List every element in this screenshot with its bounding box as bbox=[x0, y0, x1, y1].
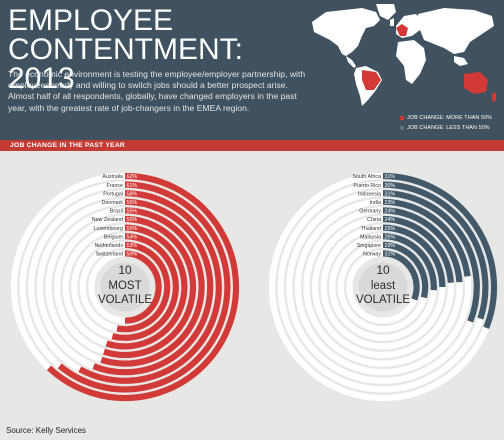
chart-title-line: least bbox=[371, 280, 396, 292]
category-label: China bbox=[367, 217, 381, 223]
description: The economic environment is testing the … bbox=[8, 69, 306, 113]
value-label: 61% bbox=[127, 183, 138, 189]
ring-bar-luxembourg bbox=[105, 224, 188, 350]
legend: JOB CHANGE: MORE THAN 50% JOB CHANGE: LE… bbox=[400, 113, 492, 133]
value-label: 54% bbox=[127, 234, 138, 240]
value-label: 62% bbox=[127, 174, 138, 180]
map-africa bbox=[396, 40, 426, 84]
category-label: Indonesia bbox=[358, 191, 381, 197]
map-europe-red bbox=[396, 24, 408, 36]
category-label: Netherlands bbox=[94, 243, 123, 249]
title-line-2: CONTENTMENT: 2013 bbox=[8, 33, 243, 95]
map-central-america bbox=[346, 56, 356, 68]
title-line-1: EMPLOYEE bbox=[8, 4, 174, 37]
value-label: 58% bbox=[127, 191, 138, 197]
world-map-icon bbox=[312, 4, 496, 106]
map-north-america bbox=[312, 8, 380, 56]
ring-bar-denmark bbox=[92, 198, 214, 376]
value-label: 53% bbox=[127, 243, 138, 249]
ring-bar-india bbox=[382, 198, 471, 277]
value-label: 31% bbox=[385, 174, 396, 180]
category-label: Brazil bbox=[110, 209, 123, 215]
legend-label: JOB CHANGE: MORE THAN 50% bbox=[407, 115, 493, 121]
category-label: Thailand bbox=[361, 226, 381, 232]
section-bar: JOB CHANGE IN THE PAST YEAR bbox=[0, 140, 504, 151]
category-label: Luxembourg bbox=[94, 226, 123, 232]
map-greenland bbox=[376, 4, 396, 20]
source-note: Source: Kelly Services bbox=[6, 426, 87, 435]
legend-swatch bbox=[400, 116, 404, 120]
map-asia bbox=[418, 8, 494, 54]
ring-bar-germany bbox=[382, 207, 463, 283]
map-new-zealand bbox=[492, 92, 496, 102]
category-label: New Zealand bbox=[92, 217, 123, 223]
chart-center bbox=[358, 262, 408, 312]
radial-chart-1: Australia 62%France 61%Portugal 58%Denmark 5… bbox=[10, 172, 240, 402]
ring-bar-thailand bbox=[382, 224, 446, 288]
category-label: Denmark bbox=[102, 200, 124, 206]
legend-item-less: JOB CHANGE: LESS THAN 50% bbox=[400, 123, 492, 133]
value-label: 55% bbox=[127, 217, 138, 223]
value-label: 24% bbox=[385, 217, 396, 223]
category-label: Germany bbox=[359, 209, 381, 215]
category-label: Portugal bbox=[103, 191, 123, 197]
radial-chart-2: South Africa 31% Puerto Rico 30% Indonesia 31… bbox=[268, 172, 498, 402]
value-label: 26% bbox=[385, 234, 396, 240]
map-brazil bbox=[362, 70, 381, 90]
value-label: 55% bbox=[127, 226, 138, 232]
ring-bar-france bbox=[57, 181, 231, 393]
ring-bar-netherlands bbox=[116, 241, 171, 333]
map-australia bbox=[464, 72, 488, 94]
chart-title-line: 10 bbox=[118, 263, 132, 277]
value-label: 31% bbox=[385, 191, 396, 197]
ring-bar-south-africa bbox=[382, 172, 498, 329]
ring-bar-china bbox=[382, 215, 454, 283]
legend-label: JOB CHANGE: LESS THAN 50% bbox=[407, 125, 490, 131]
chart-center bbox=[100, 262, 150, 312]
category-label: Australia bbox=[102, 174, 123, 180]
ring-bar-norway bbox=[382, 250, 420, 301]
value-label: 50% bbox=[127, 252, 138, 258]
category-label: Belgium bbox=[104, 234, 124, 240]
category-label: Norway bbox=[363, 252, 381, 258]
value-label: 29% bbox=[385, 243, 396, 249]
ring-bar-australia bbox=[46, 172, 240, 402]
category-label: Switzerland bbox=[96, 252, 123, 258]
chart-title-line: 10 bbox=[376, 263, 390, 277]
page-title: EMPLOYEE CONTENTMENT: 2013 bbox=[8, 4, 308, 95]
category-label: Puerto Rico bbox=[353, 183, 381, 189]
chart-title-line: MOST bbox=[108, 280, 141, 292]
chart-title-line: VOLATILE bbox=[356, 294, 410, 306]
ring-bar-switzerland bbox=[124, 250, 162, 324]
map-southeast-asia bbox=[454, 56, 468, 66]
value-label: 30% bbox=[385, 183, 396, 189]
ring-bar-malaysia bbox=[382, 233, 437, 291]
category-label: France bbox=[107, 183, 124, 189]
ring-bar-portugal bbox=[78, 190, 222, 384]
chart-title-line: VOLATILE bbox=[98, 294, 152, 306]
ring-bar-brazil bbox=[100, 207, 205, 367]
value-label: 23% bbox=[385, 200, 396, 206]
legend-swatch bbox=[400, 126, 404, 130]
value-label: 24% bbox=[385, 209, 396, 215]
category-label: South Africa bbox=[352, 174, 381, 180]
legend-item-more: JOB CHANGE: MORE THAN 50% bbox=[400, 113, 492, 123]
map-uk bbox=[390, 18, 394, 26]
value-label: 56% bbox=[127, 200, 138, 206]
ring-bar-puerto-rico bbox=[382, 181, 489, 320]
ring-bar-belgium bbox=[111, 233, 179, 341]
section-label: JOB CHANGE IN THE PAST YEAR bbox=[10, 142, 126, 149]
ring-bar-singapore bbox=[382, 241, 429, 299]
category-label: Singapore bbox=[357, 243, 381, 249]
ring-bar-new-zealand bbox=[103, 215, 197, 359]
value-label: 31% bbox=[385, 252, 396, 258]
category-label: Malaysia bbox=[360, 234, 381, 240]
category-label: India bbox=[370, 200, 382, 206]
value-label: 55% bbox=[127, 209, 138, 215]
value-label: 25% bbox=[385, 226, 396, 232]
header: EMPLOYEE CONTENTMENT: 2013 The economic … bbox=[0, 0, 504, 140]
ring-bar-indonesia bbox=[382, 190, 480, 323]
